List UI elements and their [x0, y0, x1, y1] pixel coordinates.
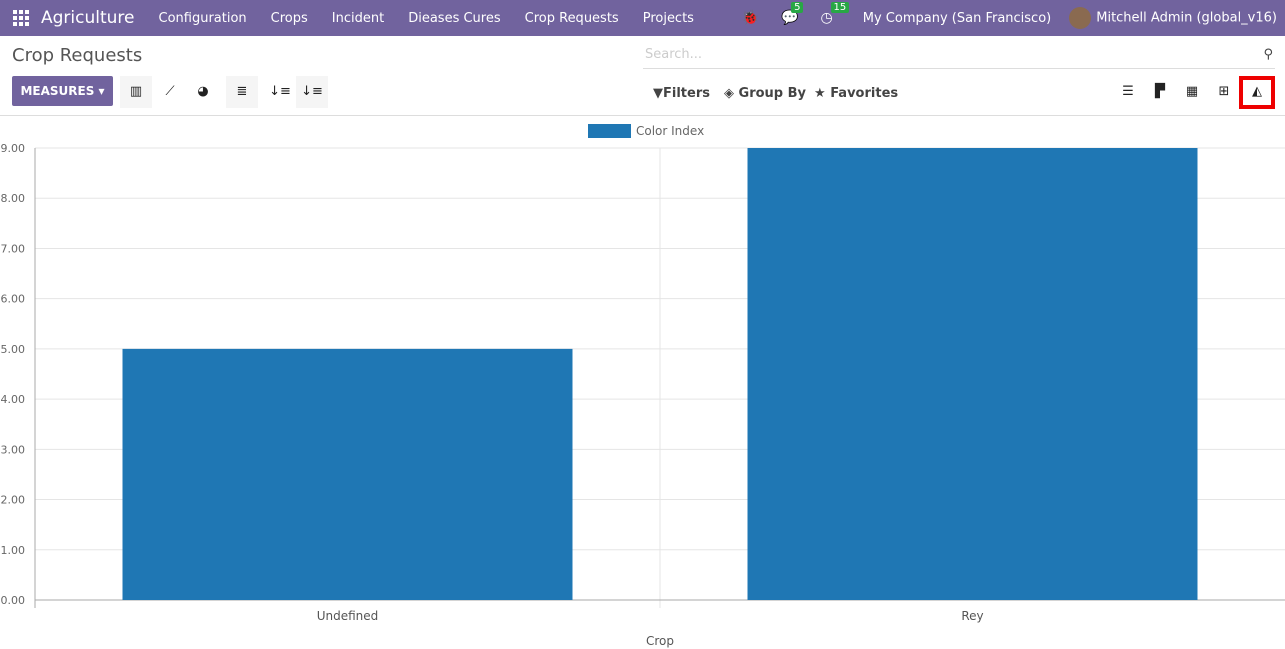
sort-asc-icon: ↓≡ [301, 84, 323, 99]
y-tick-label: 4.00 [1, 393, 26, 406]
menu-crops[interactable]: Crops [270, 10, 308, 26]
menu-configuration[interactable]: Configuration [158, 10, 247, 26]
menu-crop-requests[interactable]: Crop Requests [524, 10, 619, 26]
y-tick-label: 8.00 [1, 192, 26, 205]
pie-chart-button[interactable]: ◕ [187, 76, 219, 108]
bar-chart-button[interactable]: ▥ [120, 76, 152, 108]
messages-icon[interactable]: 💬 5 [781, 2, 804, 26]
apps-menu-icon[interactable] [13, 10, 29, 26]
activities-clock-icon[interactable]: ◷ 15 [821, 2, 850, 26]
search-input[interactable]: Search... ⚲ [643, 44, 1275, 69]
list-view-icon[interactable]: ☰ [1122, 84, 1134, 99]
top-navbar: Agriculture Configuration Crops Incident… [0, 0, 1285, 36]
y-tick-label: 0.00 [1, 594, 26, 607]
y-tick-label: 7.00 [1, 242, 26, 255]
graph-view-highlight [1239, 76, 1275, 109]
x-tick-label: Rey [961, 609, 983, 623]
sort-descending-button[interactable]: ↓≡ [264, 76, 296, 108]
debug-bug-icon[interactable]: 🐞 [741, 10, 760, 26]
user-name: Mitchell Admin (global_v16) [1096, 10, 1277, 26]
star-icon: ★ [814, 86, 826, 101]
company-switcher[interactable]: My Company (San Francisco) [862, 10, 1052, 26]
line-chart-icon: ⟋ [165, 84, 175, 99]
divider [0, 115, 1285, 116]
y-tick-label: 5.00 [1, 343, 26, 356]
group-by-button[interactable]: ◈ Group By [724, 86, 806, 101]
graph-view-icon[interactable]: ◭ [1252, 84, 1262, 99]
stacked-button[interactable]: ≣ [226, 76, 258, 108]
avatar [1069, 7, 1092, 29]
pie-chart-icon: ◕ [197, 84, 209, 99]
filter-icon: ▼ [653, 86, 663, 101]
group-by-label: Group By [738, 86, 807, 101]
database-icon: ≣ [236, 84, 248, 99]
page-title: Crop Requests [12, 45, 143, 66]
favorites-label: Favorites [830, 86, 899, 101]
activities-badge: 15 [830, 2, 850, 13]
legend-swatch[interactable] [588, 124, 631, 138]
search-icon[interactable]: ⚲ [1263, 47, 1273, 62]
calendar-view-icon[interactable]: ▦ [1185, 84, 1199, 99]
favorites-button[interactable]: ★ Favorites [814, 86, 898, 101]
line-chart-button[interactable]: ⟋ [154, 76, 186, 108]
bar-chart-icon: ▥ [129, 84, 143, 99]
legend-label[interactable]: Color Index [636, 124, 704, 138]
messages-badge: 5 [791, 2, 804, 13]
y-tick-label: 6.00 [1, 293, 26, 306]
pivot-view-icon[interactable]: ⊞ [1218, 84, 1230, 99]
layers-icon: ◈ [724, 86, 734, 101]
y-tick-label: 9.00 [1, 142, 26, 155]
filters-label: Filters [663, 86, 710, 101]
menu-incident[interactable]: Incident [331, 10, 385, 26]
menu-diseases-cures[interactable]: Dieases Cures [408, 10, 501, 26]
x-tick-label: Undefined [317, 609, 379, 623]
measures-button[interactable]: MEASURES ▾ [12, 76, 113, 106]
y-tick-label: 1.00 [1, 544, 26, 557]
y-tick-label: 3.00 [1, 443, 26, 456]
user-menu[interactable]: Mitchell Admin (global_v16) [1069, 7, 1277, 29]
app-brand[interactable]: Agriculture [41, 8, 135, 28]
y-tick-label: 2.00 [1, 494, 26, 507]
measures-label: MEASURES [20, 84, 95, 98]
bar[interactable] [747, 148, 1198, 600]
kanban-view-icon[interactable]: ▛ [1155, 84, 1165, 99]
filters-button[interactable]: ▼Filters [653, 86, 710, 101]
x-axis-title: Crop [646, 634, 674, 648]
search-placeholder: Search... [645, 47, 703, 62]
sort-desc-icon: ↓≡ [269, 84, 291, 99]
bar[interactable] [122, 348, 573, 600]
sort-ascending-button[interactable]: ↓≡ [296, 76, 328, 108]
menu-projects[interactable]: Projects [642, 10, 694, 26]
